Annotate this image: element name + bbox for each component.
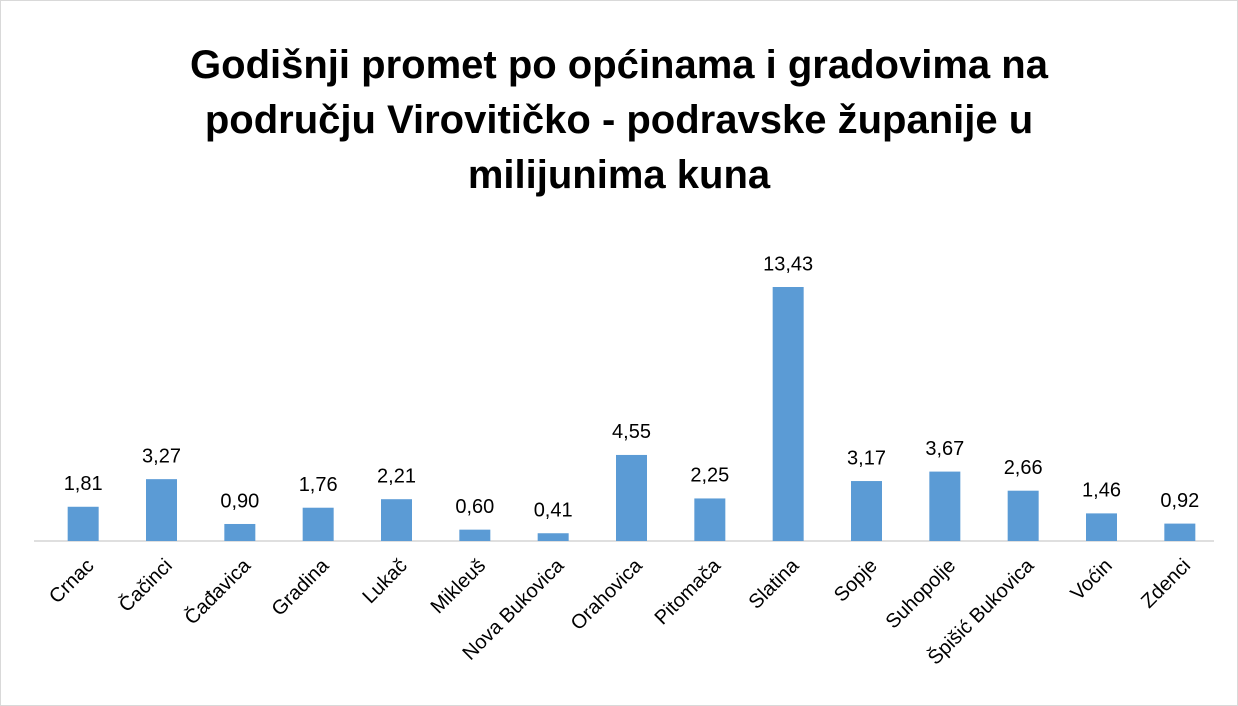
x-tick-label: Orahovica [567, 554, 648, 635]
data-label: 1,76 [299, 474, 338, 496]
data-label: 2,25 [690, 465, 729, 487]
x-tick-label: Zdenci [1137, 555, 1195, 613]
data-label: 1,46 [1082, 480, 1121, 502]
bar [694, 498, 726, 541]
bar [1164, 523, 1196, 541]
data-label: 3,67 [925, 438, 964, 460]
bar [302, 507, 334, 541]
data-label: 2,66 [1004, 457, 1043, 479]
x-tick-label: Lukač [358, 555, 411, 608]
data-label: 3,27 [142, 445, 181, 467]
data-label: 0,90 [220, 490, 259, 512]
bar [929, 471, 961, 541]
bar [459, 529, 491, 541]
x-tick-label: Čačinci [114, 554, 177, 617]
x-tick-label: Mikleuš [427, 555, 490, 618]
chart-title: Godišnji promet po općinama i gradovima … [190, 43, 1048, 197]
bar [772, 287, 804, 541]
x-tick-label: Čađavica [180, 553, 256, 629]
bar [537, 533, 569, 541]
bar [381, 499, 412, 541]
bar [616, 454, 647, 541]
x-tick-label: Suhopolje [882, 555, 960, 633]
data-label: 3,17 [847, 447, 886, 469]
data-label: 0,60 [455, 496, 494, 518]
bar [224, 523, 256, 541]
bar [1007, 490, 1039, 541]
data-label: 4,55 [612, 421, 651, 443]
bar [1086, 513, 1117, 541]
data-label: 0,41 [534, 500, 573, 522]
data-label: 1,81 [64, 473, 103, 495]
x-tick-label: Pitomača [651, 554, 726, 629]
bar [851, 481, 882, 541]
data-label: 0,92 [1160, 490, 1199, 512]
bar [146, 479, 177, 541]
x-tick-label: Gradina [268, 554, 334, 620]
x-tick-label: Sopje [830, 555, 882, 607]
x-tick-label: Crnac [45, 555, 98, 608]
x-tick-label: Voćin [1067, 555, 1117, 605]
data-label: 13,43 [763, 253, 813, 275]
bar [67, 506, 99, 541]
data-label: 2,21 [377, 465, 416, 487]
x-tick-label: Slatina [745, 554, 804, 613]
